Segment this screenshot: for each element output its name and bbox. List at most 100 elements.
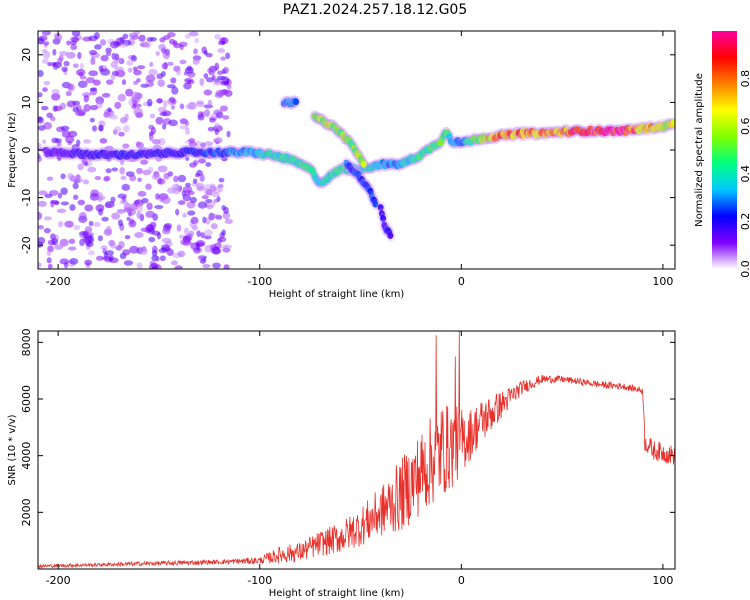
- noise-blob: [140, 159, 149, 165]
- noise-blob: [213, 80, 222, 86]
- noise-blob: [87, 166, 97, 173]
- noise-blob: [71, 36, 80, 43]
- noise-blob: [140, 83, 149, 88]
- noise-blob: [111, 167, 118, 172]
- noise-blob: [151, 173, 161, 181]
- noise-blob: [52, 61, 63, 69]
- noise-blob: [137, 190, 147, 197]
- noise-blob: [68, 238, 76, 244]
- noise-blob: [190, 216, 199, 225]
- colorbar-tick-label: 0.6: [739, 117, 750, 135]
- noise-blob: [57, 192, 63, 199]
- branch-point: [380, 215, 387, 222]
- noise-blob: [204, 229, 213, 237]
- noise-blob: [196, 230, 202, 238]
- noise-blob: [156, 73, 164, 80]
- noise-blob: [180, 239, 188, 245]
- noise-blob: [221, 156, 228, 162]
- noise-blob: [93, 222, 101, 227]
- noise-blob: [158, 137, 166, 146]
- noise-blob: [77, 199, 86, 206]
- colorbar-label: Normalized spectral amplitude: [694, 73, 705, 227]
- noise-blob: [114, 101, 122, 109]
- noise-blob: [94, 175, 102, 181]
- branch-point: [387, 232, 394, 239]
- noise-blob: [182, 193, 191, 202]
- y-tick-label-bottom: 8000: [20, 328, 33, 356]
- noise-blob: [166, 248, 174, 256]
- noise-blob: [146, 98, 153, 107]
- noise-blob: [82, 92, 92, 98]
- noise-blob: [105, 52, 112, 57]
- noise-blob: [192, 160, 199, 166]
- noise-blob: [192, 178, 198, 184]
- noise-blob: [203, 73, 209, 79]
- noise-blob: [137, 177, 142, 182]
- noise-blob: [42, 31, 48, 38]
- noise-blob: [149, 61, 154, 67]
- noise-blob: [179, 59, 187, 65]
- noise-blob: [182, 212, 187, 218]
- noise-blob: [105, 225, 112, 234]
- noise-blob: [216, 196, 221, 202]
- noise-blob: [119, 199, 129, 205]
- noise-blob: [171, 86, 179, 95]
- noise-blob: [162, 51, 170, 60]
- noise-blob: [126, 60, 134, 66]
- noise-blob: [111, 212, 121, 220]
- noise-blob: [168, 96, 176, 104]
- noise-blob: [218, 40, 226, 46]
- noise-blob: [139, 248, 148, 255]
- noise-blob: [173, 175, 179, 183]
- noise-blob: [101, 216, 109, 222]
- noise-blob: [128, 99, 134, 106]
- noise-blob: [184, 120, 190, 127]
- noise-blob: [119, 43, 128, 48]
- noise-blob: [214, 122, 220, 128]
- noise-blob: [70, 44, 78, 51]
- ridge-point: [670, 119, 675, 127]
- noise-blob: [217, 48, 226, 54]
- noise-blob: [192, 222, 198, 230]
- noise-blob: [207, 126, 215, 132]
- noise-blob: [38, 37, 45, 45]
- noise-blob: [93, 32, 100, 40]
- noise-blob: [84, 259, 93, 266]
- noise-blob: [94, 44, 102, 50]
- noise-blob: [43, 216, 52, 221]
- noise-blob: [188, 141, 198, 147]
- noise-blob: [38, 236, 46, 245]
- noise-blob: [104, 250, 114, 256]
- noise-blob: [38, 69, 44, 78]
- branches: [278, 95, 396, 242]
- branch-point: [372, 200, 379, 208]
- noise-blob: [185, 33, 191, 39]
- noise-blob: [71, 31, 81, 37]
- noise-blob: [100, 54, 109, 62]
- noise-blob: [134, 200, 141, 205]
- noise-blob: [46, 250, 52, 257]
- noise-blob: [150, 126, 156, 135]
- noise-blob: [41, 105, 49, 111]
- noise-blob: [143, 40, 152, 49]
- noise-blob: [92, 79, 101, 86]
- noise-blob: [196, 186, 205, 192]
- noise-blob: [99, 39, 107, 46]
- noise-blob: [43, 121, 52, 130]
- noise-blob: [210, 214, 220, 219]
- noise-blob: [127, 67, 133, 73]
- noise-blob: [213, 109, 223, 116]
- noise-blob: [84, 204, 94, 212]
- noise-blob: [89, 117, 95, 123]
- noise-blob: [119, 166, 125, 175]
- noise-blob: [157, 165, 168, 173]
- noise-blob: [136, 262, 143, 269]
- noise-blob: [86, 241, 94, 248]
- noise-blob: [82, 36, 93, 42]
- noise-blob: [197, 254, 205, 261]
- noise-blob: [65, 51, 76, 59]
- noise-blob: [198, 158, 207, 164]
- noise-blob: [197, 111, 204, 119]
- noise-blob: [216, 75, 226, 80]
